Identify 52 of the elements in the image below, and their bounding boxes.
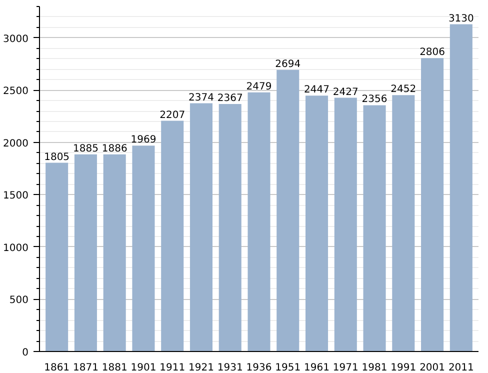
bar <box>421 58 444 352</box>
y-tick-label: 0 <box>22 348 29 358</box>
x-tick-label: 1936 <box>246 362 272 373</box>
bar <box>306 96 328 352</box>
x-tick-label: 1931 <box>217 362 243 373</box>
x-tick-label: 1991 <box>390 362 416 373</box>
x-tick-label: 2001 <box>420 362 446 373</box>
x-tick-label: 1871 <box>72 362 98 373</box>
y-tick-label: 2500 <box>3 86 29 98</box>
data-label: 2374 <box>188 92 214 104</box>
x-tick-label: 1981 <box>362 362 388 373</box>
data-label: 1969 <box>130 134 156 146</box>
bar <box>132 146 155 352</box>
bar <box>450 24 472 352</box>
x-tick-label: 1911 <box>160 362 186 373</box>
x-tick-label: 1961 <box>304 362 330 373</box>
y-tick-label: 500 <box>9 295 29 306</box>
bar <box>218 104 242 352</box>
data-label: 3130 <box>448 13 474 24</box>
data-label: 2806 <box>420 47 446 58</box>
bar <box>74 154 97 352</box>
data-label: 1805 <box>44 152 70 163</box>
data-label: 2427 <box>332 86 358 98</box>
data-label: 2207 <box>160 110 186 121</box>
y-tick-label: 1000 <box>3 242 29 254</box>
bar <box>190 103 212 352</box>
y-tick-label: 1500 <box>3 190 29 202</box>
data-label: 1886 <box>102 143 128 154</box>
x-tick-label: 1921 <box>188 362 214 373</box>
data-label: 2694 <box>275 58 301 70</box>
x-tick-label: 1901 <box>130 362 156 373</box>
bar <box>103 154 126 352</box>
bar <box>161 120 184 352</box>
bar <box>276 70 300 352</box>
data-label: 2452 <box>390 84 416 96</box>
x-tick-label: 2011 <box>448 362 474 373</box>
y-tick-label: 3000 <box>3 34 29 45</box>
x-tick-label: 1861 <box>44 362 70 373</box>
bar <box>334 98 357 352</box>
bar <box>363 105 386 352</box>
data-label: 2356 <box>362 94 388 106</box>
bar <box>248 92 270 352</box>
bar <box>392 95 415 352</box>
y-tick-label: 2000 <box>3 138 29 150</box>
x-tick-label: 1971 <box>332 362 358 373</box>
data-label: 1885 <box>72 143 98 154</box>
data-label: 2367 <box>217 93 243 104</box>
x-tick-label: 1881 <box>102 362 128 373</box>
data-label: 2447 <box>304 84 330 96</box>
bar <box>46 162 68 352</box>
x-tick-label: 1951 <box>275 362 301 373</box>
data-label: 2479 <box>246 81 272 92</box>
